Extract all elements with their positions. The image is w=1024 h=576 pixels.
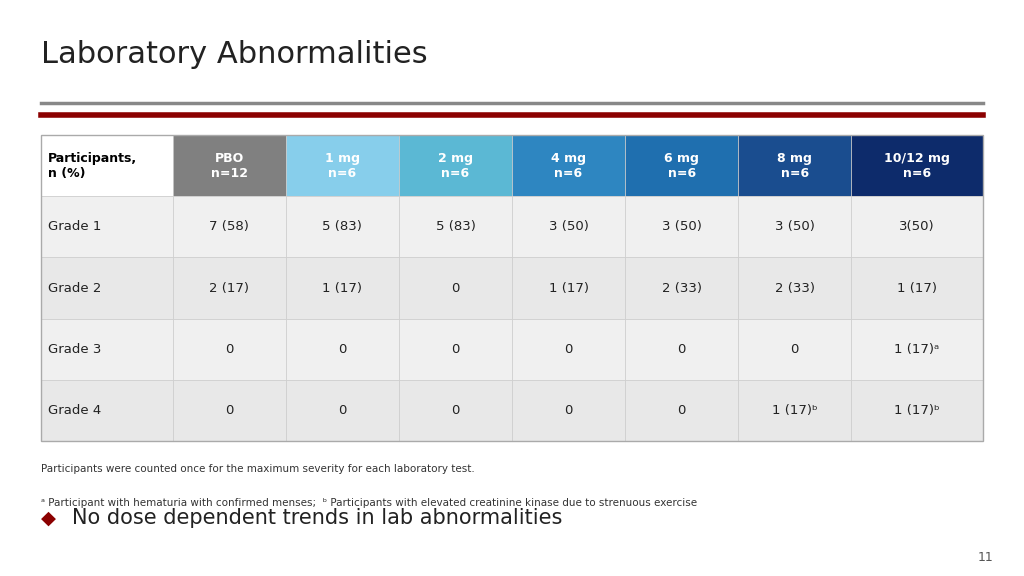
Bar [512, 196, 625, 257]
Text: ◆: ◆ [41, 509, 56, 528]
Bar [41, 380, 173, 441]
Text: 2 mg
n=6: 2 mg n=6 [438, 152, 473, 180]
Text: 3 (50): 3 (50) [549, 221, 589, 233]
Text: 3(50): 3(50) [899, 221, 935, 233]
Text: Laboratory Abnormalities: Laboratory Abnormalities [41, 40, 428, 69]
Bar [625, 196, 738, 257]
Text: 0: 0 [564, 343, 572, 355]
Text: PBO
n=12: PBO n=12 [211, 152, 248, 180]
Bar [851, 135, 983, 196]
Bar [512, 257, 625, 319]
Text: 1 (17): 1 (17) [549, 282, 589, 294]
Bar [173, 257, 286, 319]
Text: 0: 0 [452, 404, 460, 416]
Bar [399, 135, 512, 196]
Bar [173, 319, 286, 380]
Text: 0: 0 [225, 404, 233, 416]
Bar [851, 380, 983, 441]
Bar [286, 257, 399, 319]
Text: 10/12 mg
n=6: 10/12 mg n=6 [884, 152, 950, 180]
Bar [286, 380, 399, 441]
Text: 0: 0 [678, 343, 686, 355]
Text: 2 (33): 2 (33) [774, 282, 815, 294]
Bar [738, 135, 851, 196]
Text: 3 (50): 3 (50) [775, 221, 814, 233]
Bar [399, 380, 512, 441]
Text: 1 (17)ᵇ: 1 (17)ᵇ [772, 404, 817, 416]
Bar [173, 135, 286, 196]
Bar [173, 380, 286, 441]
Text: 4 mg
n=6: 4 mg n=6 [551, 152, 586, 180]
Text: 2 (33): 2 (33) [662, 282, 701, 294]
Bar [41, 319, 173, 380]
Text: No dose dependent trends in lab abnormalities: No dose dependent trends in lab abnormal… [72, 509, 562, 528]
Bar [738, 257, 851, 319]
Bar [173, 196, 286, 257]
Text: 6 mg
n=6: 6 mg n=6 [665, 152, 699, 180]
Text: 0: 0 [225, 343, 233, 355]
Bar [738, 319, 851, 380]
Bar [399, 319, 512, 380]
Bar [851, 196, 983, 257]
Bar [41, 135, 173, 196]
Bar [738, 380, 851, 441]
Bar [625, 319, 738, 380]
Text: 3 (50): 3 (50) [662, 221, 701, 233]
Text: Grade 4: Grade 4 [48, 404, 101, 416]
Text: 1 (17)ᵃ: 1 (17)ᵃ [895, 343, 940, 355]
Bar [625, 380, 738, 441]
Text: Grade 3: Grade 3 [48, 343, 101, 355]
Text: 1 (17)ᵇ: 1 (17)ᵇ [894, 404, 940, 416]
Bar [625, 135, 738, 196]
Text: 11: 11 [978, 551, 993, 564]
Bar [512, 380, 625, 441]
Text: 0: 0 [338, 343, 346, 355]
Bar [41, 135, 983, 441]
Text: Grade 2: Grade 2 [48, 282, 101, 294]
Text: 5 (83): 5 (83) [323, 221, 362, 233]
Text: 1 (17): 1 (17) [897, 282, 937, 294]
Bar [625, 257, 738, 319]
Text: 8 mg
n=6: 8 mg n=6 [777, 152, 812, 180]
Bar [286, 196, 399, 257]
Bar [399, 257, 512, 319]
Text: 2 (17): 2 (17) [209, 282, 250, 294]
Bar [851, 319, 983, 380]
Bar [512, 319, 625, 380]
Text: Participants,
n (%): Participants, n (%) [48, 152, 137, 180]
Text: Participants were counted once for the maximum severity for each laboratory test: Participants were counted once for the m… [41, 464, 475, 473]
Text: 1 (17): 1 (17) [323, 282, 362, 294]
Bar [399, 196, 512, 257]
Text: ᵃ Participant with hematuria with confirmed menses;  ᵇ Participants with elevate: ᵃ Participant with hematuria with confir… [41, 498, 697, 508]
Bar [286, 135, 399, 196]
Text: 0: 0 [678, 404, 686, 416]
Text: 7 (58): 7 (58) [210, 221, 249, 233]
Bar [41, 257, 173, 319]
Text: 0: 0 [452, 282, 460, 294]
Text: 1 mg
n=6: 1 mg n=6 [325, 152, 359, 180]
Text: 5 (83): 5 (83) [435, 221, 475, 233]
Text: 0: 0 [564, 404, 572, 416]
Text: 0: 0 [452, 343, 460, 355]
Text: Grade 1: Grade 1 [48, 221, 101, 233]
Bar [286, 319, 399, 380]
Bar [738, 196, 851, 257]
Bar [512, 135, 625, 196]
Bar [41, 196, 173, 257]
Text: 0: 0 [791, 343, 799, 355]
Bar [851, 257, 983, 319]
Text: 0: 0 [338, 404, 346, 416]
